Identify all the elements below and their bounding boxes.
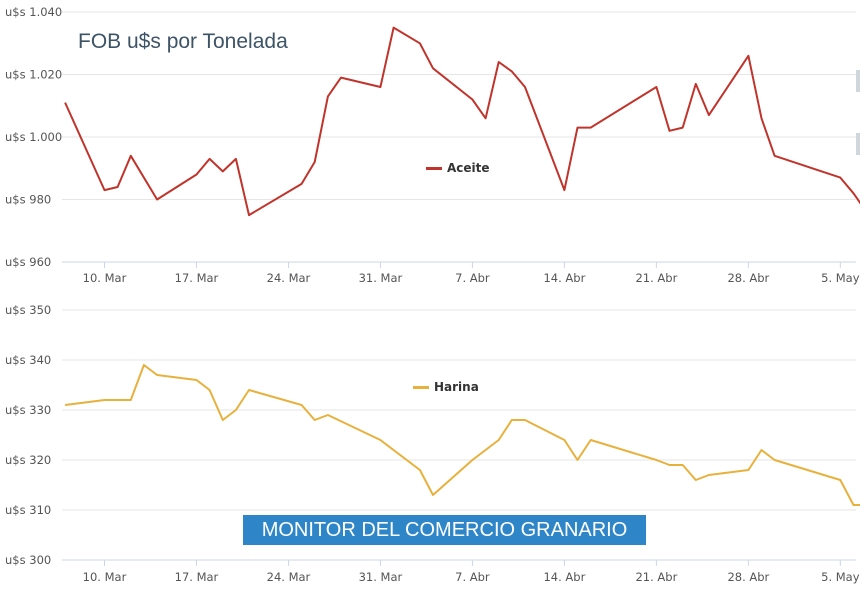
x-tick-label-0-5: 14. Abr xyxy=(543,271,585,285)
x-tick-label-0-6: 21. Abr xyxy=(635,271,677,285)
x-tick-label-1-4: 7. Abr xyxy=(455,570,490,584)
x-tick-label-0-7: 28. Abr xyxy=(727,271,769,285)
y-tick-label-0-4: u$s 1.040 xyxy=(5,5,62,19)
x-tick-label-0-4: 7. Abr xyxy=(455,271,490,285)
x-tick-label-0-1: 17. Mar xyxy=(175,271,219,285)
x-tick-label-1-6: 21. Abr xyxy=(635,570,677,584)
x-tick-label-0-2: 24. Mar xyxy=(267,271,311,285)
legend-aceite-label: Aceite xyxy=(447,161,490,175)
chart-panel-1: u$s 300 u$s 310 u$s 320 u$s 330 u$s 340 u$s 3… xyxy=(5,303,860,584)
y-tick-label-0-2: u$s 1.000 xyxy=(5,130,62,144)
x-tick-label-1-0: 10. Mar xyxy=(83,570,127,584)
x-tick-label-1-8: 5. May xyxy=(821,570,860,584)
legend-harina-label: Harina xyxy=(434,380,479,394)
x-tick-label-0-0: 10. Mar xyxy=(83,271,127,285)
x-tick-label-0-3: 31. Mar xyxy=(359,271,403,285)
x-tick-label-1-2: 24. Mar xyxy=(267,570,311,584)
y-tick-label-0-3: u$s 1.020 xyxy=(5,68,62,82)
y-tick-label-1-2: u$s 320 xyxy=(5,453,51,467)
edge-marker-upper xyxy=(856,70,860,92)
legend-harina-swatch xyxy=(413,385,429,389)
series-line-aceite[interactable] xyxy=(64,26,860,217)
edge-marker-lower xyxy=(856,133,860,155)
x-tick-label-1-7: 28. Abr xyxy=(727,570,769,584)
x-tick-label-1-3: 31. Mar xyxy=(359,570,403,584)
legend-aceite[interactable]: Aceite xyxy=(426,161,490,175)
y-tick-label-1-5: u$s 350 xyxy=(5,303,51,317)
monitor-banner: MONITOR DEL COMERCIO GRANARIO xyxy=(243,515,646,545)
legend-aceite-swatch xyxy=(426,166,442,170)
y-tick-label-1-1: u$s 310 xyxy=(5,503,51,517)
y-tick-label-0-1: u$s 980 xyxy=(5,193,51,207)
chart-title: FOB u$s por Tonelada xyxy=(78,30,288,53)
y-tick-label-1-4: u$s 340 xyxy=(5,353,51,367)
legend-harina[interactable]: Harina xyxy=(413,380,479,394)
x-tick-label-1-5: 14. Abr xyxy=(543,570,585,584)
series-line-harina[interactable] xyxy=(64,364,860,506)
y-tick-label-0-0: u$s 960 xyxy=(5,255,51,269)
y-tick-label-1-3: u$s 330 xyxy=(5,403,51,417)
y-tick-label-1-0: u$s 300 xyxy=(5,553,51,567)
x-tick-label-0-8: 5. May xyxy=(821,271,860,285)
x-tick-label-1-1: 17. Mar xyxy=(175,570,219,584)
chart-panel-0: u$s 960 u$s 980 u$s 1.000 u$s 1.020 u$s 1.04… xyxy=(5,5,860,285)
